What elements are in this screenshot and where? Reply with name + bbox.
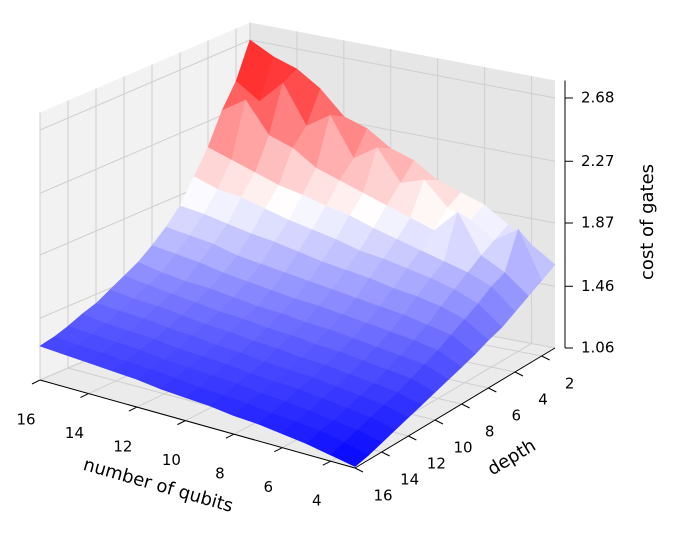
- y-tick-label: 4: [538, 391, 548, 409]
- y-tick: [408, 435, 417, 441]
- grid-line: [249, 39, 556, 99]
- x-axis-label: number of qubits: [81, 454, 236, 517]
- x-tick: [274, 447, 283, 453]
- y-tick: [461, 403, 470, 409]
- surface-face: [330, 442, 369, 467]
- z-axis-label: cost of gates: [637, 164, 658, 280]
- z-tick-label: 1.06: [581, 339, 614, 357]
- x-tick-label: 6: [264, 478, 274, 496]
- grid-line: [39, 102, 251, 194]
- z-tick-label: 1.46: [581, 277, 614, 295]
- y-tick: [488, 387, 497, 393]
- y-tick-label: 16: [373, 487, 392, 505]
- z-tick-label: 2.27: [581, 152, 614, 170]
- y-tick-label: 8: [485, 423, 495, 441]
- x-tick-label: 14: [65, 424, 84, 442]
- y-tick: [434, 419, 444, 425]
- y-tick: [354, 467, 364, 473]
- plot: 468101214162468101214161.061.461.872.272…: [16, 22, 614, 510]
- y-tick-label: 14: [400, 471, 419, 489]
- x-axis: [39, 379, 356, 469]
- y-tick-label: 10: [453, 439, 472, 457]
- x-tick: [31, 379, 41, 385]
- y-axis: [354, 347, 556, 469]
- x-tick-label: 16: [16, 411, 35, 429]
- y-tick-label: 2: [565, 375, 575, 393]
- y-tick-label: 6: [512, 407, 522, 425]
- x-tick: [128, 406, 138, 412]
- x-tick-label: 10: [162, 451, 181, 469]
- x-tick: [80, 393, 89, 398]
- x-tick: [322, 460, 331, 466]
- x-tick-label: 12: [113, 438, 132, 456]
- z-tick-label: 1.87: [581, 214, 614, 232]
- x-tick: [177, 420, 186, 426]
- y-axis-label: depth: [484, 435, 540, 480]
- x-tick-label: 4: [312, 492, 322, 510]
- y-tick: [514, 371, 524, 377]
- x-tick: [225, 433, 235, 439]
- y-tick-label: 12: [427, 455, 446, 473]
- z-tick-label: 2.68: [581, 89, 614, 107]
- x-tick-label: 8: [215, 465, 225, 483]
- grid-line: [39, 39, 251, 131]
- y-tick: [381, 451, 390, 457]
- y-tick: [541, 355, 550, 361]
